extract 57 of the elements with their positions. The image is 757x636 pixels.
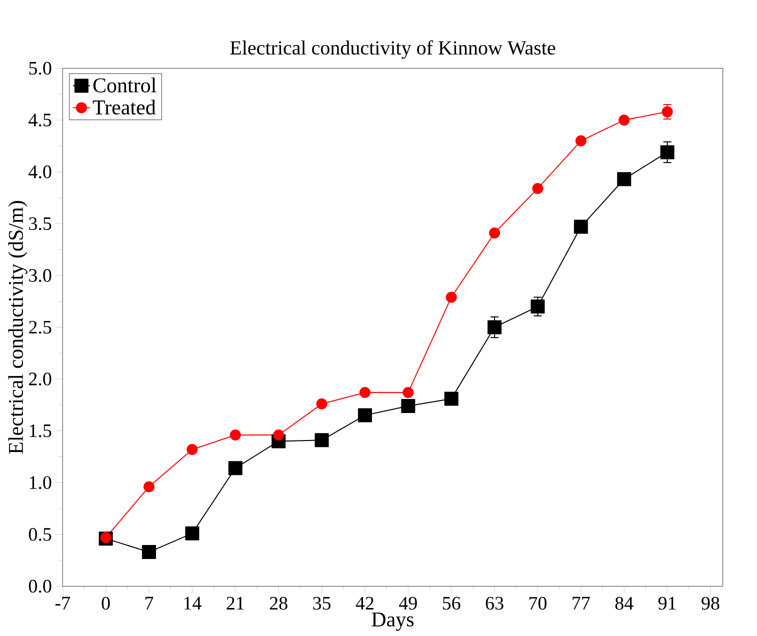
y-tick-label: 5.0: [29, 62, 52, 75]
point: [358, 408, 372, 422]
point: [144, 481, 154, 492]
point: [575, 135, 586, 146]
x-tick-label: 70: [529, 596, 547, 610]
point: [185, 526, 200, 540]
x-tick-label: 77: [572, 596, 590, 610]
point: [228, 461, 242, 476]
y-tick-label: 0.0: [28, 580, 52, 593]
point: [273, 429, 284, 440]
x-tick-label: 21: [226, 596, 244, 610]
point: [660, 145, 674, 160]
point: [142, 545, 156, 560]
legend-label: Treated: [92, 100, 156, 115]
y-tick-label: 4.0: [28, 165, 52, 178]
point: [617, 172, 632, 186]
legend-label: Control: [93, 78, 156, 92]
point: [618, 114, 630, 126]
x-tick-label: 0: [102, 596, 110, 610]
chart-title: Electrical conductivity of Kinnow Waste: [230, 40, 556, 59]
point: [489, 227, 500, 238]
x-tick-label: 56: [442, 596, 460, 610]
point: [446, 292, 457, 303]
x-tick-label: 84: [615, 596, 634, 610]
point: [402, 387, 414, 398]
x-tick-label: 98: [702, 596, 720, 610]
x-tick-label: 91: [658, 596, 676, 610]
y-tick-label: 2.0: [29, 372, 52, 386]
point: [530, 300, 545, 314]
point: [444, 392, 458, 406]
x-axis-title: Days: [372, 612, 414, 631]
x-tick-label: 63: [486, 596, 504, 610]
point: [314, 433, 329, 448]
x-tick-label: 49: [399, 596, 417, 610]
point: [488, 320, 502, 334]
y-tick-label: 3.5: [29, 217, 52, 230]
point: [574, 220, 588, 234]
point: [230, 429, 241, 440]
x-tick-label: 28: [270, 596, 288, 610]
x-tick-label: 35: [313, 596, 331, 610]
point: [359, 387, 370, 398]
y-tick-label: 0.5: [28, 528, 52, 541]
point: [186, 444, 198, 455]
y-tick-label: 1.5: [30, 424, 52, 438]
y-axis-title: Electrical conductivity (dS/m): [8, 200, 28, 454]
x-tick-label: 42: [356, 596, 374, 610]
x-tick-label: 7: [146, 596, 154, 610]
point: [316, 398, 328, 410]
y-tick-label: 3.0: [29, 269, 52, 282]
point: [100, 532, 112, 544]
x-tick-label: 14: [184, 596, 202, 610]
y-tick-label: 1.0: [30, 476, 52, 490]
y-tick-label: 4.5: [28, 114, 52, 126]
y-tick-label: 2.5: [29, 320, 52, 334]
point: [532, 182, 544, 194]
point: [401, 398, 416, 413]
x-tick-label: -7: [55, 596, 70, 610]
